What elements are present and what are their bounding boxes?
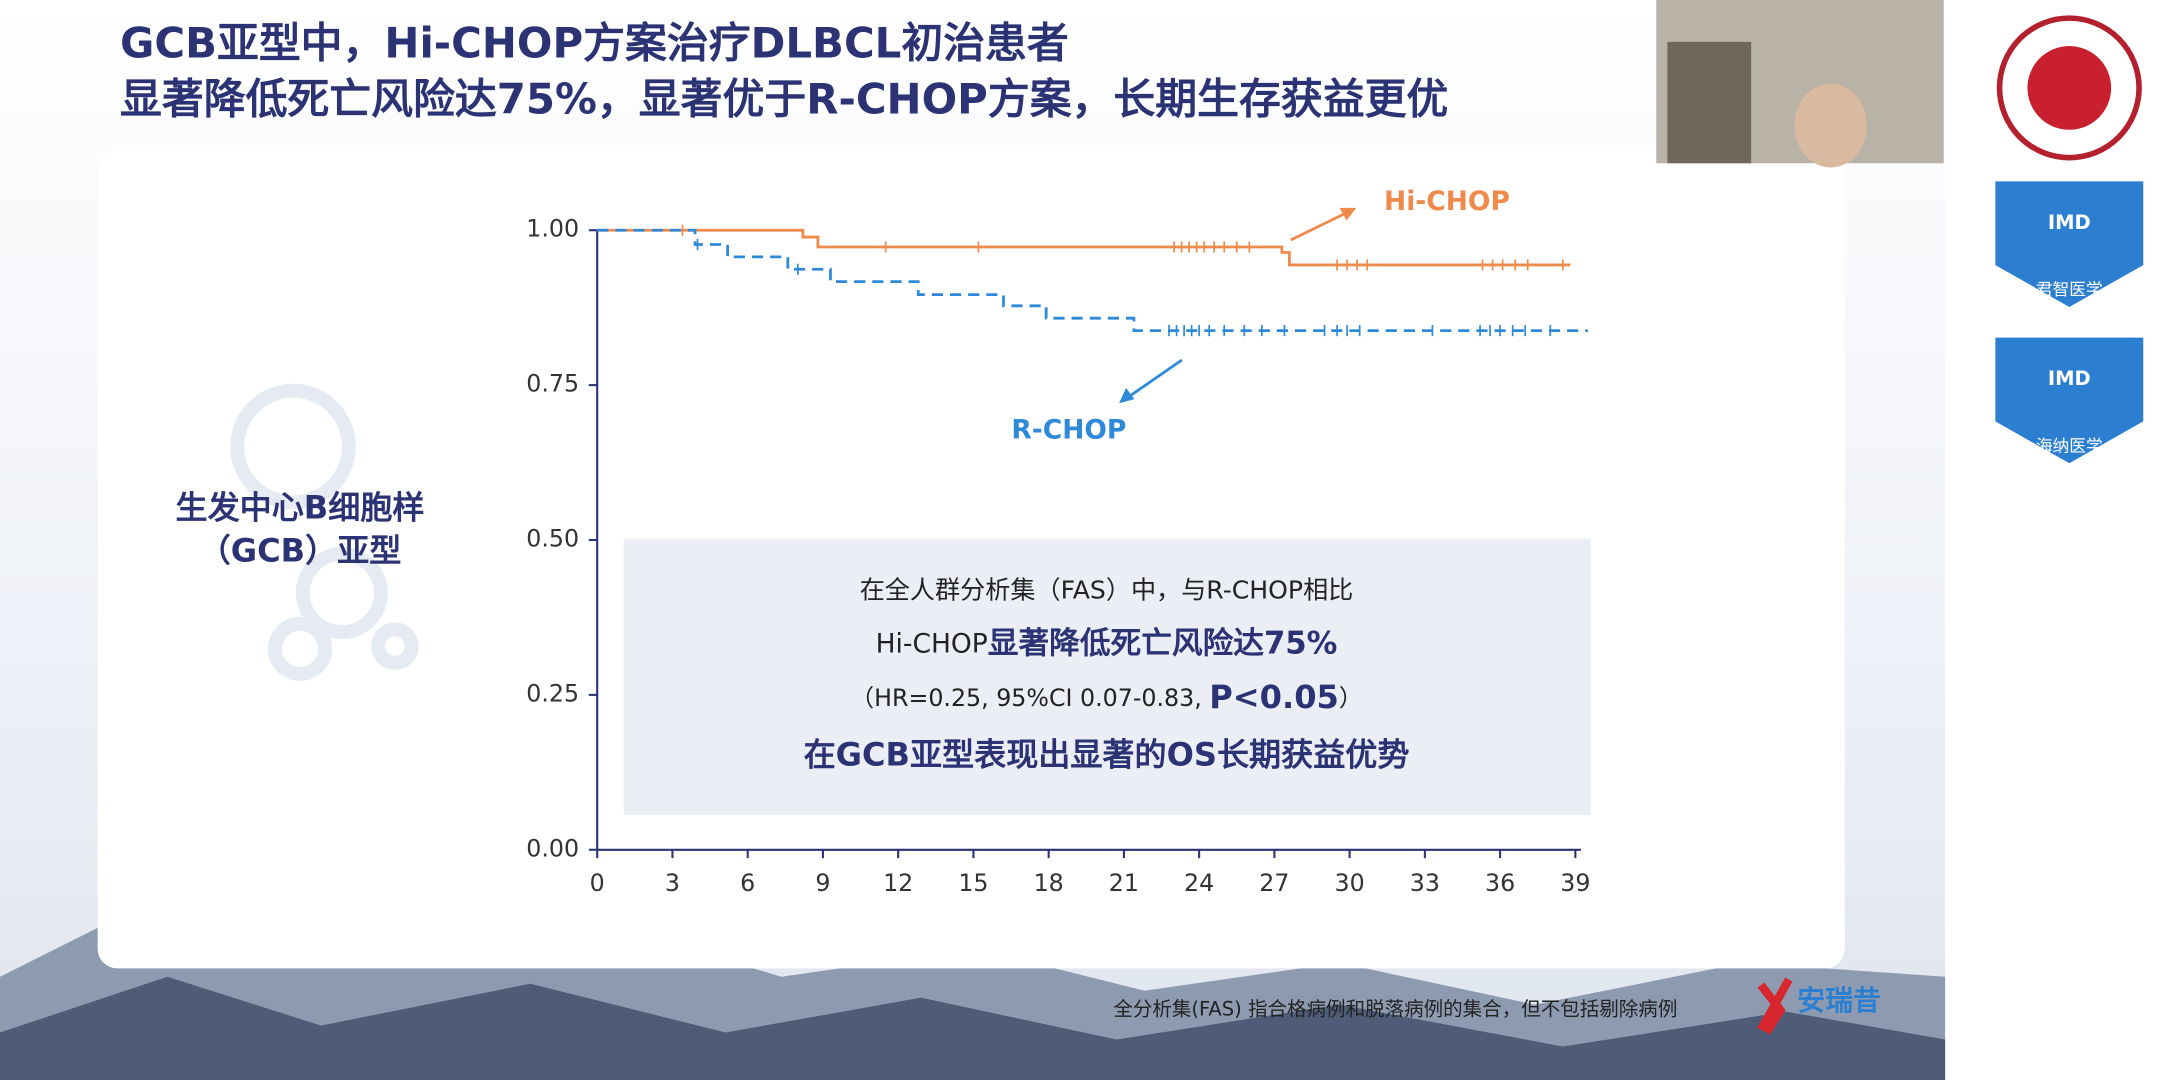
callout-part: （HR=0.25, 95%CI 0.07-0.83, [850,684,1209,712]
series-label: R-CHOP [1011,415,1126,446]
y-tick-label: 0.75 [526,370,579,398]
x-tick-label: 15 [958,869,988,897]
callout-part: Hi-CHOP [876,628,988,659]
title-line: 显著降低死亡风险达75%，显著优于R-CHOP方案，长期生存获益更优 [120,74,1448,123]
survival-curve [597,228,1571,267]
y-tick-label: 0.25 [526,679,579,707]
x-tick-label: 9 [815,869,830,897]
webcam-person [1794,83,1867,168]
logo-text: IMD [2048,367,2091,390]
annotation-arrow [1290,210,1349,242]
callout-part: ） [1339,684,1363,712]
shield-logo [1995,181,2144,307]
side-label: （GCB）亚型 [199,532,402,570]
logo-text: 君智医学 [2036,279,2103,299]
callout-text: 在GCB亚型表现出显著的OS长期获益优势 [804,735,1410,773]
x-tick-label: 0 [590,869,605,897]
x-tick-label: 6 [740,869,755,897]
survival-curve [597,228,1588,332]
callout-part: P<0.05 [1209,678,1339,716]
x-tick-label: 27 [1259,869,1289,897]
callout-text: （HR=0.25, 95%CI 0.07-0.83, P<0.05） [850,678,1362,716]
series-label: Hi-CHOP [1384,186,1510,217]
x-tick-label: 12 [883,869,913,897]
y-tick-label: 0.00 [526,834,579,862]
decorative-icon [230,383,419,681]
annotation-arrow [1126,358,1183,399]
x-tick-label: 18 [1034,869,1064,897]
mountains-front [0,976,1946,1080]
x-tick-label: 39 [1560,869,1590,897]
arrow-head [1339,207,1357,221]
logo-text: 海纳医学 [2036,436,2103,456]
title-line: GCB亚型中，Hi-CHOP方案治疗DLBCL初治患者 [120,19,1069,68]
foundation-logo-core [2027,46,2112,130]
right-panel [1945,0,2160,1080]
x-tick-label: 24 [1184,869,1214,897]
x-tick-label: 36 [1485,869,1515,897]
km-chart: 0.000.250.500.751.000 3 6 9 12 15 18 21 24 27 30 33… [526,186,1590,897]
y-tick-label: 0.50 [526,525,579,553]
x-tick-label: 21 [1109,869,1139,897]
logo-text: IMD [2048,211,2091,234]
arrow-head [1119,387,1135,404]
footnote: 全分析集(FAS) 指合格病例和脱落病例的集合，但不包括剔除病例 [1113,998,1677,1021]
webcam-window [1667,41,1752,164]
x-tick-label: 3 [665,869,680,897]
brand-icon [1757,977,1793,1035]
callout-text: 在全人群分析集（FAS）中，与R-CHOP相比 [860,576,1354,605]
shield-logo [1995,337,2144,464]
callout-part: 显著降低死亡风险达75% [988,625,1338,661]
y-tick-label: 1.00 [526,215,579,243]
brand-logo: 安瑞昔 [1797,984,1881,1017]
callout-text: Hi-CHOP显著降低死亡风险达75% [876,625,1338,661]
x-tick-label: 33 [1410,869,1440,897]
side-label: 生发中心B细胞样 [176,488,425,526]
callout-box [623,538,1591,815]
x-tick-label: 30 [1335,869,1365,897]
